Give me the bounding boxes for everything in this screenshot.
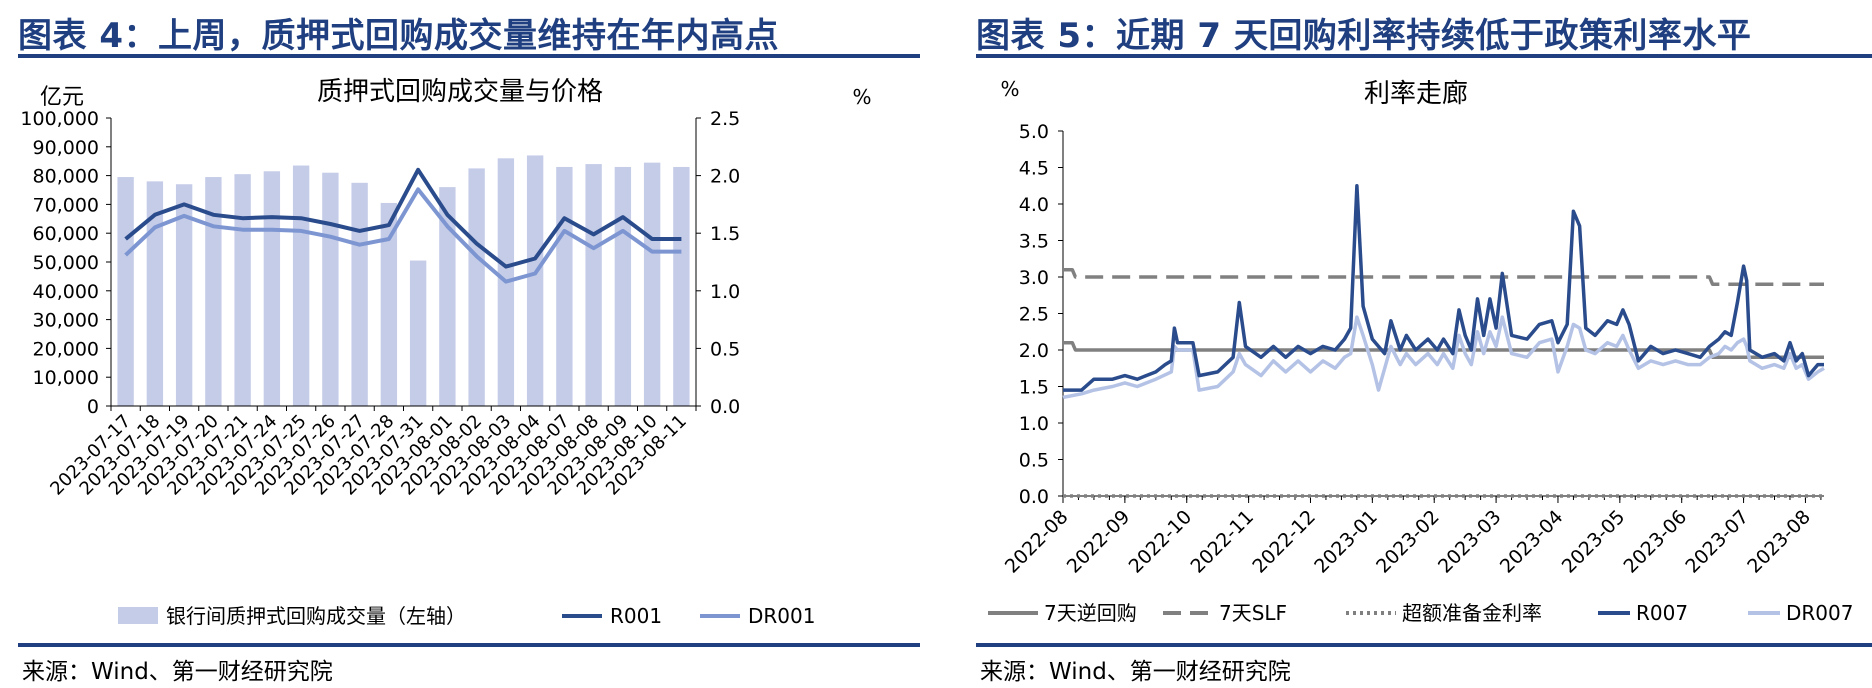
y-tick-label: 2.5 xyxy=(1019,304,1049,326)
left-y-tick-label: 10,000 xyxy=(33,367,99,389)
volume-bar xyxy=(468,168,485,406)
left-y-tick-label: 20,000 xyxy=(33,338,99,360)
y-tick-label: 3.0 xyxy=(1019,267,1049,289)
volume-bar xyxy=(175,184,193,406)
x-tick-label: 2023-06 xyxy=(1620,506,1692,578)
left-y-tick-label: 80,000 xyxy=(33,166,99,188)
right-plot-area: 0.0 0.5 1.0 1.5 2.0 2.5 3.0 3.5 4.0 4.5 5.0 2022-08… xyxy=(1001,121,1825,578)
x-tick-label: 2023-02 xyxy=(1372,506,1444,578)
volume-bar xyxy=(351,182,368,406)
right-y-tick-label: 2.5 xyxy=(710,108,740,130)
volume-bar xyxy=(556,166,573,406)
left-y-tick-label: 70,000 xyxy=(33,194,99,216)
y-tick-label: 4.5 xyxy=(1019,158,1049,180)
x-tick-label: 2022-12 xyxy=(1248,506,1320,578)
right-panel-title: 图表 5：近期 7 天回购利率持续低于政策利率水平 xyxy=(976,16,1752,56)
right-y-tick-label: 0.0 xyxy=(710,396,740,418)
series-line-1 xyxy=(1063,267,1824,287)
volume-bar xyxy=(439,187,456,406)
left-chart-panel: 图表 4：上周，质押式回购成交量维持在年内高点 质押式回购成交量与价格 亿元 %… xyxy=(0,0,920,688)
y-tick-label: 0.0 xyxy=(1019,486,1049,508)
legend-label-1: 7天SLF xyxy=(1219,601,1287,625)
x-tick-label: 2023-08 xyxy=(1743,506,1815,578)
right-y-tick-label: 0.5 xyxy=(710,338,740,360)
left-axis-unit: 亿元 xyxy=(40,85,84,110)
x-tick-label: 2023-05 xyxy=(1558,506,1630,578)
left-y-tick-label: 60,000 xyxy=(33,223,99,245)
y-tick-label: 3.5 xyxy=(1019,231,1049,253)
legend-label-r001: R001 xyxy=(610,604,662,628)
left-footer-rule xyxy=(18,643,920,647)
series-line-r001 xyxy=(124,167,682,269)
right-chart-title: 利率走廊 xyxy=(1364,79,1468,109)
right-y-tick-label: 2.0 xyxy=(710,166,740,188)
legend-label-0: 7天逆回购 xyxy=(1044,601,1137,625)
left-y-tick-label: 100,000 xyxy=(20,108,99,130)
volume-bar xyxy=(585,164,602,406)
volume-bar xyxy=(146,181,164,406)
legend-label-volume: 银行间质押式回购成交量（左轴） xyxy=(166,604,466,628)
legend-label-4: DR007 xyxy=(1786,601,1853,625)
x-tick-label: 2023-03 xyxy=(1434,506,1506,578)
left-y-tick-label: 90,000 xyxy=(33,137,99,159)
x-tick-label: 2022-11 xyxy=(1186,506,1258,578)
y-tick-label: 2.0 xyxy=(1019,340,1049,362)
volume-bar xyxy=(409,260,427,406)
x-tick-label: 2022-10 xyxy=(1125,506,1197,578)
left-y-tick-label: 0 xyxy=(87,396,99,418)
volume-bar xyxy=(234,174,251,406)
right-axis-unit: % xyxy=(852,85,871,109)
series-line-dr001 xyxy=(124,187,682,284)
volume-bar xyxy=(322,172,339,406)
volume-bar xyxy=(205,177,222,406)
volume-bar xyxy=(117,177,134,406)
series-line-4 xyxy=(1062,315,1825,400)
legend-swatch-volume xyxy=(118,607,158,624)
left-y-tick-label: 30,000 xyxy=(33,310,99,332)
legend-label-3: R007 xyxy=(1636,601,1688,625)
volume-bar xyxy=(673,166,690,406)
volume-bar xyxy=(263,171,281,406)
y-tick-label: 4.0 xyxy=(1019,194,1049,216)
y-tick-label: 1.0 xyxy=(1019,413,1049,435)
left-legend: 银行间质押式回购成交量（左轴） R001 DR001 xyxy=(118,604,815,628)
right-source-note: 来源：Wind、第一财经研究院 xyxy=(980,659,1291,685)
legend-label-2: 超额准备金利率 xyxy=(1402,601,1542,625)
volume-bar xyxy=(380,202,398,406)
right-legend: 7天逆回购 7天SLF 超额准备金利率 R007 DR007 xyxy=(988,601,1853,625)
right-chart-svg: 利率走廊 % 0.0 0.5 1.0 1.5 2.0 2.5 3.0 3.5 4.0 4.5 5.0… xyxy=(988,77,1853,625)
legend-label-dr001: DR001 xyxy=(748,604,815,628)
right-y-tick-label: 1.5 xyxy=(710,223,740,245)
left-title-rule xyxy=(18,54,920,58)
volume-bar xyxy=(614,166,632,406)
x-tick-label: 2023-07 xyxy=(1681,506,1753,578)
x-tick-label: 2023-01 xyxy=(1310,506,1382,578)
x-tick-label: 2022-09 xyxy=(1063,506,1135,578)
right-y-tick-label: 1.0 xyxy=(710,281,740,303)
left-chart-svg: 质押式回购成交量与价格 亿元 % 0 10,000 20,000 30,000 40,0… xyxy=(20,77,871,628)
left-y-tick-label: 40,000 xyxy=(33,281,99,303)
left-source-note: 来源：Wind、第一财经研究院 xyxy=(22,659,333,685)
y-tick-label: 5.0 xyxy=(1019,121,1049,143)
left-plot-area: 0 10,000 20,000 30,000 40,000 50,000 60,000 70,… xyxy=(20,108,740,500)
volume-bar xyxy=(526,155,544,406)
y-tick-label: 1.5 xyxy=(1019,377,1049,399)
left-chart-title: 质押式回购成交量与价格 xyxy=(317,77,603,107)
right-chart-panel: 图表 5：近期 7 天回购利率持续低于政策利率水平 利率走廊 % 0.0 0.5 1… xyxy=(958,0,1872,688)
series-line-3 xyxy=(1063,184,1824,392)
left-panel-title: 图表 4：上周，质押式回购成交量维持在年内高点 xyxy=(18,16,779,56)
volume-bar xyxy=(643,162,661,406)
left-y-tick-label: 50,000 xyxy=(33,252,99,274)
volume-bar xyxy=(292,165,310,406)
x-tick-label: 2023-04 xyxy=(1496,506,1568,578)
y-axis-unit: % xyxy=(1000,77,1019,101)
right-title-rule xyxy=(976,54,1872,58)
y-tick-label: 0.5 xyxy=(1019,450,1049,472)
right-footer-rule xyxy=(976,643,1872,647)
x-tick-label: 2022-08 xyxy=(1001,506,1073,578)
